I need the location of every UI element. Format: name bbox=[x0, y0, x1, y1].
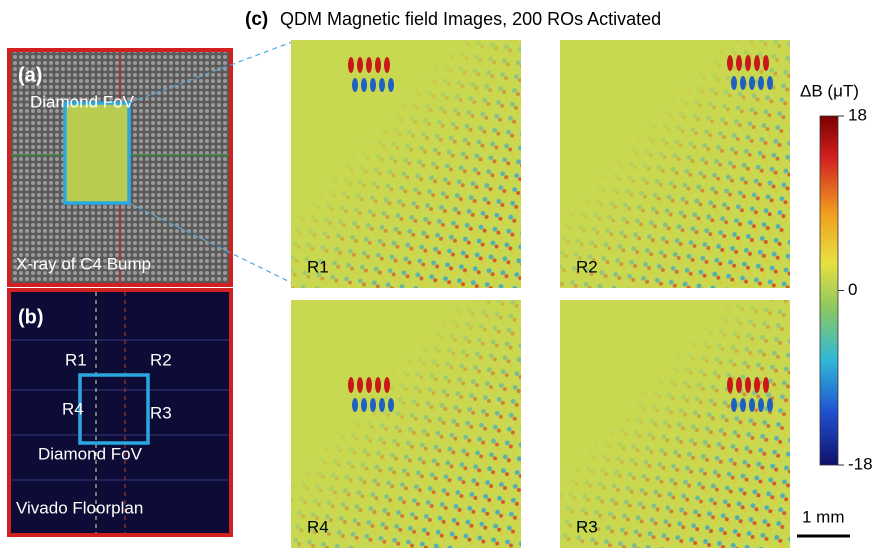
hotspot bbox=[388, 78, 394, 92]
tick-label: -18 bbox=[848, 454, 873, 473]
region-label: R4 bbox=[62, 399, 84, 418]
hotspot bbox=[754, 377, 760, 393]
field-texture bbox=[560, 300, 790, 548]
hotspot bbox=[727, 377, 733, 393]
hotspot bbox=[366, 377, 372, 393]
hotspot bbox=[384, 57, 390, 73]
hotspot bbox=[375, 57, 381, 73]
hotspot bbox=[740, 76, 746, 90]
fov-box bbox=[65, 103, 129, 203]
tick-label: 0 bbox=[848, 280, 857, 299]
map-label: R1 bbox=[307, 257, 329, 276]
hotspot bbox=[754, 55, 760, 71]
hotspot bbox=[357, 57, 363, 73]
field-texture bbox=[291, 40, 521, 288]
caption: X-ray of C4 Bump bbox=[16, 254, 151, 273]
hotspot bbox=[749, 76, 755, 90]
panel-label: (b) bbox=[18, 306, 44, 328]
hotspot bbox=[379, 398, 385, 412]
region-label: R2 bbox=[150, 350, 172, 369]
hotspot bbox=[384, 377, 390, 393]
figure-title: QDM Magnetic field Images, 200 ROs Activ… bbox=[280, 9, 661, 29]
hotspot bbox=[731, 76, 737, 90]
hotspot bbox=[763, 377, 769, 393]
hotspot bbox=[745, 55, 751, 71]
hotspot bbox=[348, 57, 354, 73]
map-label: R2 bbox=[576, 257, 598, 276]
hotspot bbox=[348, 377, 354, 393]
hotspot bbox=[736, 377, 742, 393]
field-texture bbox=[291, 300, 521, 548]
hotspot bbox=[370, 78, 376, 92]
map-label: R4 bbox=[307, 517, 329, 536]
hotspot bbox=[361, 78, 367, 92]
caption: Vivado Floorplan bbox=[16, 498, 143, 517]
hotspot bbox=[758, 398, 764, 412]
field-texture bbox=[560, 40, 790, 288]
hotspot bbox=[763, 55, 769, 71]
hotspot bbox=[740, 398, 746, 412]
panel-label: (a) bbox=[18, 64, 42, 86]
hotspot bbox=[758, 76, 764, 90]
panel-label: (c) bbox=[245, 9, 268, 30]
hotspot bbox=[727, 55, 733, 71]
hotspot bbox=[361, 398, 367, 412]
hotspot bbox=[375, 377, 381, 393]
colorbar-label: ΔB (μT) bbox=[800, 81, 859, 100]
page: (c) QDM Magnetic field Images, 200 ROs A… bbox=[0, 0, 886, 552]
hotspot bbox=[767, 76, 773, 90]
region-label: R3 bbox=[150, 403, 172, 422]
map-grid: R1 R2 R4 R3 bbox=[291, 40, 790, 548]
hotspot bbox=[357, 377, 363, 393]
hotspot bbox=[745, 377, 751, 393]
fov-label: Diamond FoV bbox=[30, 92, 135, 111]
hotspot bbox=[352, 398, 358, 412]
colorbar-ticks: 18 0 -18 bbox=[838, 105, 873, 473]
hotspot bbox=[379, 78, 385, 92]
colorbar bbox=[820, 116, 838, 465]
hotspot bbox=[736, 55, 742, 71]
hotspot bbox=[388, 398, 394, 412]
hotspot bbox=[767, 398, 773, 412]
hotspot bbox=[370, 398, 376, 412]
tick-label: 18 bbox=[848, 105, 867, 124]
hotspot bbox=[749, 398, 755, 412]
map-label: R3 bbox=[576, 517, 598, 536]
hotspot bbox=[731, 398, 737, 412]
figure: (c) QDM Magnetic field Images, 200 ROs A… bbox=[0, 0, 886, 552]
scale-label: 1 mm bbox=[802, 507, 845, 526]
hotspot bbox=[352, 78, 358, 92]
region-label: R1 bbox=[65, 350, 87, 369]
hotspot bbox=[366, 57, 372, 73]
fov-label: Diamond FoV bbox=[38, 444, 143, 463]
